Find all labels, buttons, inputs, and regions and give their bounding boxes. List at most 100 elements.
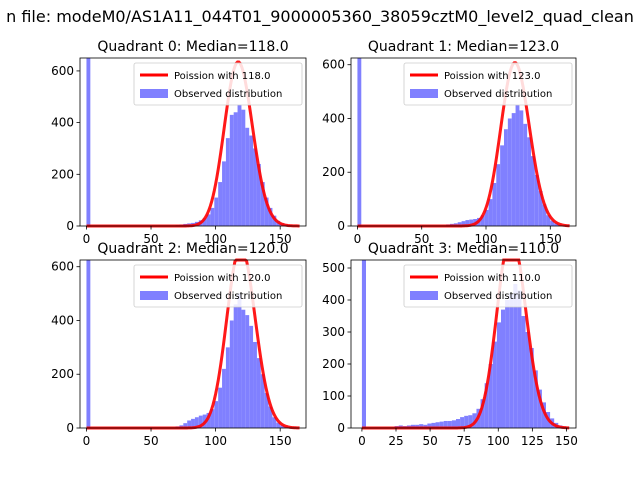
x-tick-label: 50: [414, 232, 429, 246]
axes-frame: [79, 57, 307, 227]
histogram-bar: [214, 401, 219, 428]
histogram-bar: [513, 284, 518, 428]
histogram-bar: [272, 417, 277, 428]
histogram-bar: [218, 387, 223, 428]
y-tick-label: 600: [322, 58, 345, 72]
y-tick-label: 600: [51, 64, 74, 78]
x-tick-label: 150: [269, 232, 292, 246]
histogram-bar: [546, 215, 551, 226]
legend: Poission with 123.0 Observed distribution: [403, 62, 573, 106]
histogram-bar: [268, 406, 273, 428]
histogram-bar: [541, 402, 546, 428]
legend-bar-swatch: [140, 89, 168, 98]
histogram-bar: [253, 148, 257, 226]
figure-title: n file: modeM0/AS1A11_044T01_9000005360_…: [6, 7, 634, 27]
histogram-bar: [509, 293, 514, 428]
histogram-bar: [256, 163, 261, 226]
y-tick-label: 200: [322, 165, 345, 179]
histogram-bar: [469, 219, 474, 226]
histogram-bar: [264, 393, 269, 428]
legend-label-observed: Observed distribution: [174, 89, 282, 100]
histogram-bar: [260, 182, 265, 226]
histogram-bar: [415, 424, 420, 428]
histogram-bar: [519, 110, 524, 226]
histogram-bars: [86, 260, 296, 428]
histogram-bar: [507, 118, 512, 226]
histogram-bar: [480, 399, 485, 428]
histogram-bars: [357, 58, 566, 226]
histogram-bar: [427, 423, 432, 428]
legend-label-observed: Observed distribution: [444, 89, 552, 100]
subplot-q3: 0 25 50 75 100 125 150 0 100 200 300 400 500 Quadrant…: [322, 241, 578, 448]
histogram-bar: [460, 417, 465, 428]
histogram-bar: [264, 197, 269, 226]
histogram-bar: [447, 420, 452, 428]
histogram-bar: [484, 383, 489, 428]
histogram-bar: [233, 304, 238, 428]
x-tick-label: 50: [143, 232, 158, 246]
y-tick-label: 200: [322, 357, 345, 371]
histogram-bar: [225, 138, 230, 226]
histogram-bar: [249, 135, 254, 226]
axes-frame: [79, 259, 307, 429]
legend: Poission with 120.0 Observed distribution: [133, 264, 303, 308]
subplot-title: Quadrant 0: Median=118.0: [97, 39, 288, 55]
histogram-bar: [501, 309, 506, 428]
histogram-bar: [504, 129, 508, 226]
y-tick-label: 200: [51, 167, 74, 181]
subplot-q1: 0 50 100 150 0 200 400 600 Quadrant 1: Median=12…: [322, 39, 577, 246]
x-tick-label: 25: [388, 434, 403, 448]
subplot-title: Quadrant 3: Median=110.0: [368, 241, 559, 257]
histogram-bar: [86, 58, 91, 226]
subplot-title: Quadrant 1: Median=123.0: [368, 39, 559, 55]
histogram-bar: [198, 415, 203, 428]
x-tick-label: 100: [487, 434, 510, 448]
legend-box: [133, 62, 303, 106]
subplot-q2: 0 50 100 150 0 200 400 600 Quadrant 2: Median=12…: [51, 241, 307, 448]
histogram-bar: [249, 325, 254, 428]
histogram-bar: [443, 420, 448, 428]
legend-box: [403, 62, 573, 106]
histogram-bar: [492, 182, 497, 226]
histogram-bar: [276, 422, 281, 428]
histogram-bar: [253, 341, 257, 428]
histogram-bar: [411, 424, 416, 428]
subplot-title: Quadrant 2: Median=120.0: [97, 241, 288, 257]
histogram-bar: [272, 215, 277, 226]
histogram-bar: [538, 191, 543, 226]
histogram-bar: [484, 209, 489, 226]
histogram-bar: [496, 164, 501, 226]
x-tick-label: 0: [354, 232, 362, 246]
histogram-bar: [527, 137, 531, 226]
legend-bar-swatch: [410, 291, 438, 300]
histogram-bar: [468, 415, 473, 428]
histogram-bar: [206, 412, 211, 428]
x-tick-label: 75: [457, 434, 472, 448]
histogram-bar: [210, 207, 215, 226]
y-tick-label: 100: [322, 389, 345, 403]
x-tick-label: 0: [83, 232, 91, 246]
histogram-bar: [245, 127, 250, 226]
legend: Poission with 110.0 Observed distribution: [403, 264, 573, 308]
x-tick-label: 0: [83, 434, 91, 448]
histogram-bar: [456, 419, 461, 428]
y-tick-label: 0: [337, 219, 345, 233]
legend-label-poisson: Poission with 118.0: [174, 71, 270, 82]
histogram-bar: [361, 260, 366, 428]
histogram-bar: [496, 322, 501, 428]
histogram-bar: [505, 300, 510, 428]
histogram-bar: [480, 215, 485, 226]
histogram-bar: [194, 417, 199, 428]
histogram-bar: [523, 123, 528, 226]
histogram-bar: [225, 347, 230, 428]
axes-frame: [350, 259, 577, 429]
legend-label-observed: Observed distribution: [174, 291, 282, 302]
legend-label-observed: Observed distribution: [444, 291, 552, 302]
histogram-bar: [280, 425, 285, 428]
x-tick-label: 0: [358, 434, 366, 448]
histogram-bar: [464, 415, 469, 428]
histogram-bar: [206, 214, 211, 226]
histogram-bar: [488, 364, 493, 428]
x-tick-label: 50: [422, 434, 437, 448]
